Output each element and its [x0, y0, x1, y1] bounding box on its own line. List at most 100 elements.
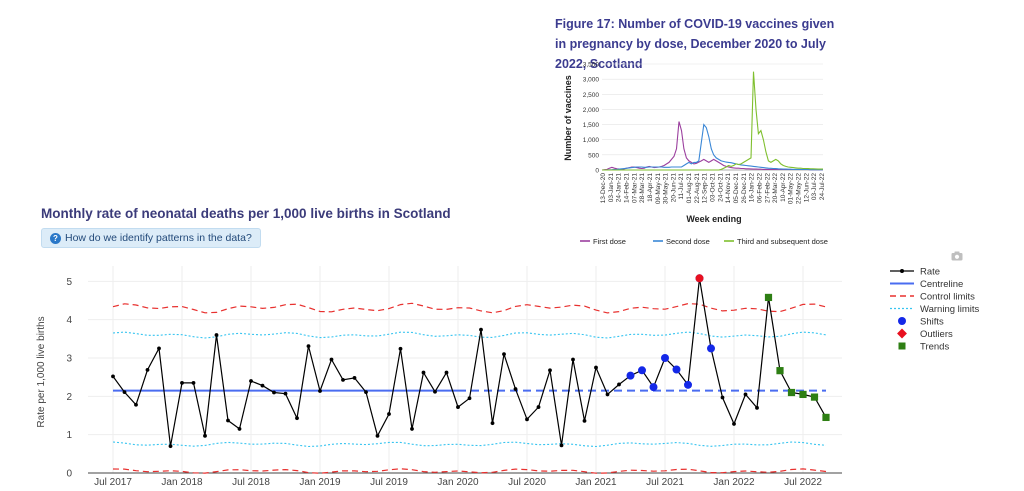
- top-x-tick-label: 09-May-21: [655, 173, 662, 204]
- top-y-tick-label: 2,500: [583, 92, 600, 99]
- top-y-tick-label: 2,000: [583, 107, 600, 114]
- main-x-tick-label: Jan 2019: [299, 477, 341, 488]
- top-y-tick-label: 1,500: [583, 122, 600, 129]
- legend-label: Warning limits: [920, 304, 980, 315]
- top-chart-y-ticks: 0 500 1,000 1,500 2,000 2,500 3,000 3,500: [583, 62, 600, 175]
- rate-point: [605, 392, 610, 397]
- legend-label: Outliers: [920, 329, 953, 340]
- top-x-tick-label: 11-Jul-21: [678, 173, 685, 200]
- rate-point: [571, 357, 575, 362]
- lower-warning-limit: [112, 441, 827, 448]
- rate-point: [456, 405, 460, 409]
- top-x-tick-label: 03-Jan-21: [608, 173, 615, 203]
- rate-point: [525, 417, 529, 422]
- help-button-label: How do we identify patterns in the data?: [65, 232, 252, 244]
- help-button[interactable]: ? How do we identify patterns in the dat…: [41, 228, 261, 248]
- shift-marker: [672, 365, 681, 374]
- top-x-tick-label: 28-Mar-21: [639, 173, 646, 203]
- main-chart-x-ticks: Jul 2017 Jan 2018 Jul 2018 Jan 2019 Jul 2019…: [94, 477, 822, 488]
- rate-point: [180, 381, 184, 385]
- top-y-tick-label: 500: [588, 152, 599, 159]
- main-y-tick-label: 1: [66, 430, 72, 441]
- rate-point: [157, 346, 161, 351]
- rate-point: [467, 396, 472, 401]
- rate-point: [260, 383, 265, 388]
- top-chart-x-ticks: 13-Dec-20 03-Jan-21 24-Jan-21 14-Feb-21 07-M…: [600, 173, 826, 204]
- legend-trends-swatch: [898, 342, 906, 350]
- main-y-tick-label: 4: [66, 315, 72, 326]
- legend-shifts-swatch: [898, 317, 906, 325]
- legend-label: Control limits: [920, 292, 975, 303]
- top-x-tick-label: 07-Mar-21: [631, 173, 638, 203]
- rate-point: [145, 367, 150, 372]
- top-x-tick-label: 24-Jul-22: [819, 173, 826, 200]
- rate-point: [341, 377, 345, 382]
- legend-label: Trends: [920, 342, 949, 353]
- rate-point: [111, 374, 115, 379]
- rate-point: [352, 376, 357, 380]
- top-x-tick-label: 24-Oct-21: [717, 173, 724, 202]
- top-x-tick-label: 03-Oct-21: [710, 173, 717, 202]
- main-chart-grid: [88, 266, 842, 474]
- top-series-line: [602, 71, 823, 171]
- rate-point: [272, 390, 276, 395]
- rate-point: [536, 405, 541, 409]
- rate-point: [582, 418, 587, 423]
- main-x-tick-label: Jan 2018: [161, 477, 203, 488]
- top-legend-label: Third and subsequent dose: [737, 237, 828, 246]
- rate-point: [410, 427, 414, 431]
- rate-point: [122, 390, 127, 395]
- top-series-line: [602, 123, 823, 171]
- legend-label: Centreline: [920, 279, 963, 290]
- rate-point: [732, 422, 736, 426]
- main-x-tick-label: Jul 2022: [784, 477, 822, 488]
- top-x-tick-label: 18-Apr-21: [647, 173, 654, 202]
- rate-point: [559, 443, 564, 448]
- rate-point: [249, 379, 253, 383]
- rate-point: [617, 382, 621, 387]
- rate-line: [112, 278, 827, 447]
- top-x-tick-label: 22-May-22: [796, 173, 803, 204]
- rate-point: [502, 352, 506, 357]
- top-y-tick-label: 3,000: [583, 77, 600, 84]
- rate-point: [433, 389, 437, 394]
- rate-point: [720, 395, 725, 400]
- legend-rate-dot: [900, 269, 904, 273]
- main-chart-title: Monthly rate of neonatal deaths per 1,00…: [41, 206, 451, 221]
- top-x-tick-label: 27-Feb-22: [764, 173, 771, 203]
- rate-point: [306, 344, 311, 349]
- legend-label: Shifts: [920, 317, 944, 328]
- top-x-tick-label: 01-May-22: [788, 173, 795, 204]
- main-x-tick-label: Jul 2020: [508, 477, 546, 488]
- trend-marker: [776, 367, 784, 375]
- trend-marker: [799, 390, 807, 399]
- rate-point: [214, 333, 219, 337]
- rate-point: [743, 392, 748, 397]
- top-x-tick-label: 12-Jun-22: [803, 173, 810, 203]
- rate-point: [191, 381, 196, 385]
- top-x-tick-label: 12-Sep-21: [702, 173, 709, 204]
- upper-warning-limit: [112, 331, 827, 339]
- top-x-tick-label: 30-May-21: [663, 173, 670, 204]
- rate-point: [548, 368, 552, 373]
- main-chart-highlight-markers: [626, 274, 830, 422]
- top-x-tick-label: 14-Feb-21: [623, 173, 630, 203]
- top-series-line: [601, 121, 823, 171]
- top-x-tick-label: 24-Jan-21: [616, 173, 623, 203]
- main-y-tick-label: 3: [66, 354, 72, 365]
- top-y-tick-label: 3,500: [583, 62, 600, 69]
- main-x-tick-label: Jul 2018: [232, 477, 270, 488]
- rate-point: [755, 405, 759, 410]
- rate-point: [329, 357, 334, 362]
- rate-point: [479, 327, 483, 332]
- main-chart-rate-series: [111, 276, 828, 449]
- main-x-tick-label: Jan 2020: [437, 477, 479, 488]
- main-y-tick-label: 5: [66, 277, 72, 288]
- camera-icon[interactable]: [951, 251, 963, 261]
- top-x-tick-label: 20-Jun-21: [670, 173, 677, 203]
- rate-point: [295, 416, 299, 421]
- rate-point: [375, 433, 380, 438]
- top-legend-label: Second dose: [666, 237, 710, 246]
